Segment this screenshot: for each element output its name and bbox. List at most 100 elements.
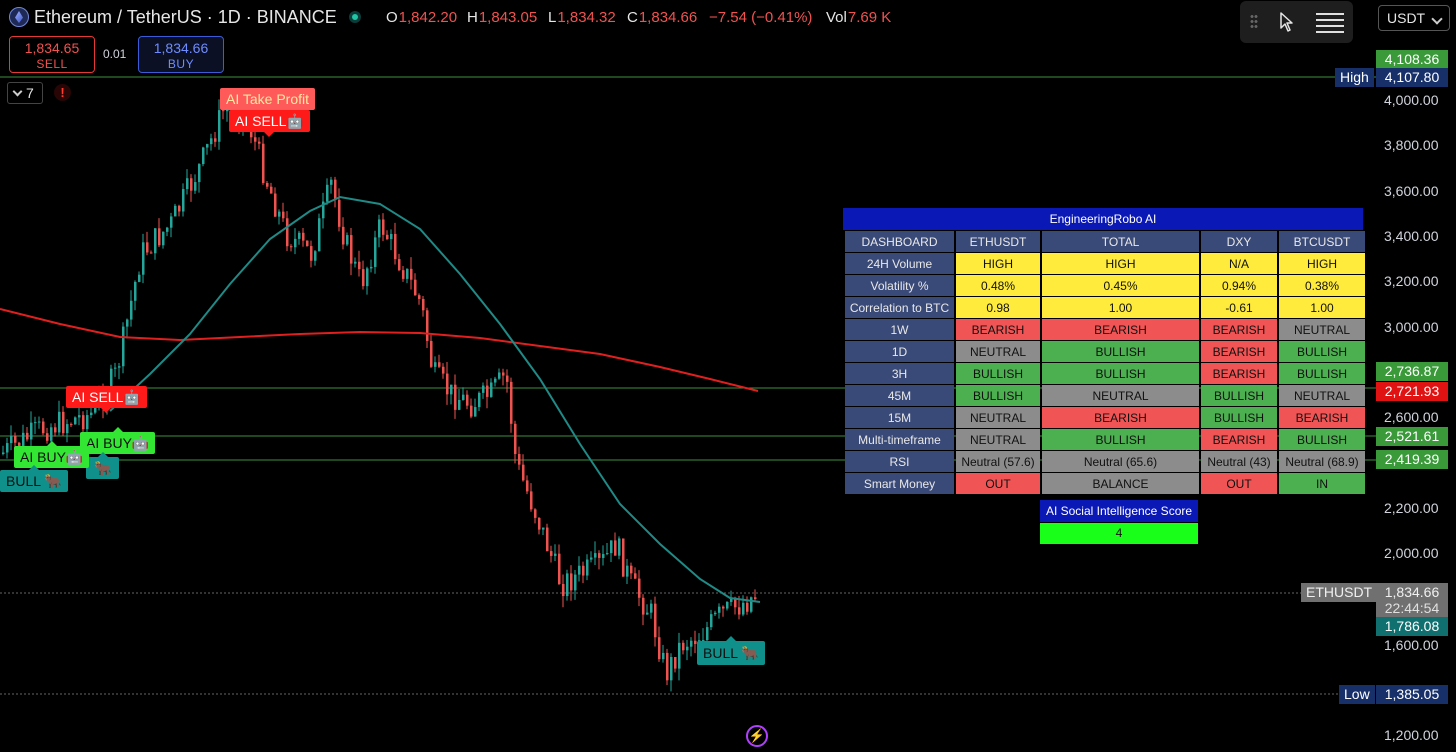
candle-body <box>570 573 573 591</box>
row-label: 15M <box>845 407 954 428</box>
candle-body <box>730 597 733 602</box>
candle-body <box>454 384 457 410</box>
candle-body <box>514 423 517 455</box>
candle-body <box>46 433 49 441</box>
menu-icon[interactable] <box>1316 12 1346 34</box>
level-label: 1,786.08 <box>1376 617 1448 636</box>
currency-select[interactable]: USDT <box>1378 5 1450 31</box>
price-tick: 1,600.00 <box>1384 637 1439 653</box>
candle-body <box>10 435 13 444</box>
candle-body <box>210 138 213 145</box>
indicators-toggle[interactable]: 7 <box>7 82 43 104</box>
dashboard-cell: BEARISH <box>1201 319 1277 340</box>
candle-body <box>426 310 429 341</box>
price-tick: 2,000.00 <box>1384 545 1439 561</box>
ohlc-open: O1,842.20 <box>386 9 458 26</box>
price-tick: 4,000.00 <box>1384 92 1439 108</box>
dashboard-title: EngineeringRobo AI <box>843 208 1363 230</box>
dashboard-cell: 0.98 <box>956 297 1040 318</box>
dashboard-cell: BULLISH <box>1201 407 1277 428</box>
row-label: Volatility % <box>845 275 954 296</box>
candle-body <box>462 394 465 400</box>
candle-body <box>490 382 493 397</box>
price-tick: 3,000.00 <box>1384 319 1439 335</box>
level-label: 2,521.61 <box>1376 427 1448 446</box>
candle-body <box>574 574 577 591</box>
candle-body <box>330 179 333 185</box>
dashboard-cell: BULLISH <box>1201 385 1277 406</box>
candle-body <box>198 164 201 183</box>
dashboard-cell: Neutral (43) <box>1201 451 1277 472</box>
candle-body <box>350 235 353 264</box>
dashboard-cell: IN <box>1279 473 1365 494</box>
dashboard-row: 15M NEUTRAL BEARISH BULLISH BEARISH <box>845 407 1365 428</box>
candle-body <box>402 270 405 279</box>
candle-body <box>322 201 325 219</box>
candle-body <box>746 602 749 612</box>
candle-body <box>598 553 601 558</box>
candle-body <box>254 137 257 142</box>
candle-body <box>550 551 553 556</box>
bolt-icon[interactable]: ⚡ <box>746 725 768 747</box>
candle-body <box>738 607 741 615</box>
candle-body <box>70 424 73 426</box>
ai-sell-label: AI SELL🤖 <box>229 110 310 137</box>
candle-body <box>178 205 181 212</box>
dashboard-cell: BULLISH <box>1279 429 1365 450</box>
candle-body <box>362 269 365 287</box>
candle-body <box>354 261 357 264</box>
candle-body <box>406 268 409 279</box>
dashboard-cell: NEUTRAL <box>956 429 1040 450</box>
candle-body <box>82 415 85 430</box>
grip-icon[interactable] <box>1250 14 1258 30</box>
candle-body <box>446 373 449 395</box>
candle-body <box>306 240 309 247</box>
dashboard-cell: NEUTRAL <box>1042 385 1199 406</box>
candle-body <box>654 603 657 638</box>
bull-label: BULL 🐂 <box>697 636 765 665</box>
symbol-title[interactable]: Ethereum / TetherUS · 1D · BINANCE <box>34 7 337 27</box>
candle-body <box>138 274 141 282</box>
candle-body <box>482 385 485 393</box>
ai-buy-label: AI BUY🤖 <box>14 441 90 468</box>
candle-body <box>418 295 421 299</box>
price-tick: 1,200.00 <box>1384 727 1439 743</box>
level-label: 2,419.39 <box>1376 450 1448 469</box>
ai-buy-label: AI BUY🤖 <box>80 427 156 454</box>
level-label: 4,108.36 <box>1376 50 1448 69</box>
candle-body <box>614 540 617 556</box>
dashboard-cell: NEUTRAL <box>956 341 1040 362</box>
candle-body <box>50 427 53 441</box>
candle-body <box>134 281 137 301</box>
dashboard-cell: BULLISH <box>1042 363 1199 384</box>
candle-body <box>366 268 369 287</box>
sell-button[interactable]: 1,834.65 SELL <box>9 36 95 73</box>
dashboard-row: 24H Volume HIGH HIGH N/A HIGH <box>845 253 1365 274</box>
candle-body <box>90 412 93 416</box>
dashboard-cell: BEARISH <box>1279 407 1365 428</box>
candle-body <box>6 443 9 453</box>
candle-body <box>14 435 17 443</box>
dashboard-row: 1D NEUTRAL BULLISH BEARISH BULLISH <box>845 341 1365 362</box>
candle-body <box>466 394 469 406</box>
candle-body <box>334 179 337 200</box>
candle-body <box>166 227 169 232</box>
warning-icon[interactable]: ! <box>54 84 71 101</box>
candle-body <box>602 554 605 558</box>
dashboard-cell: BULLISH <box>956 385 1040 406</box>
buy-button[interactable]: 1,834.66 BUY <box>138 36 224 73</box>
low-tag: Low <box>1339 685 1375 704</box>
dashboard-cell: HIGH <box>1042 253 1199 274</box>
price-tick: 3,600.00 <box>1384 183 1439 199</box>
candle-body <box>726 601 729 609</box>
candle-body <box>38 421 41 423</box>
chart-header: Ethereum / TetherUS · 1D · BINANCE O1,84… <box>0 0 1456 43</box>
cursor-icon[interactable] <box>1280 12 1294 32</box>
candle-body <box>710 614 713 628</box>
level-label: 2,721.93 <box>1376 382 1448 401</box>
column-header-ethusdt: ETHUSDT <box>956 231 1040 252</box>
candle-body <box>634 573 637 579</box>
dashboard-header-cell: DASHBOARD <box>845 231 954 252</box>
row-label: 1W <box>845 319 954 340</box>
dashboard-cell: BALANCE <box>1042 473 1199 494</box>
